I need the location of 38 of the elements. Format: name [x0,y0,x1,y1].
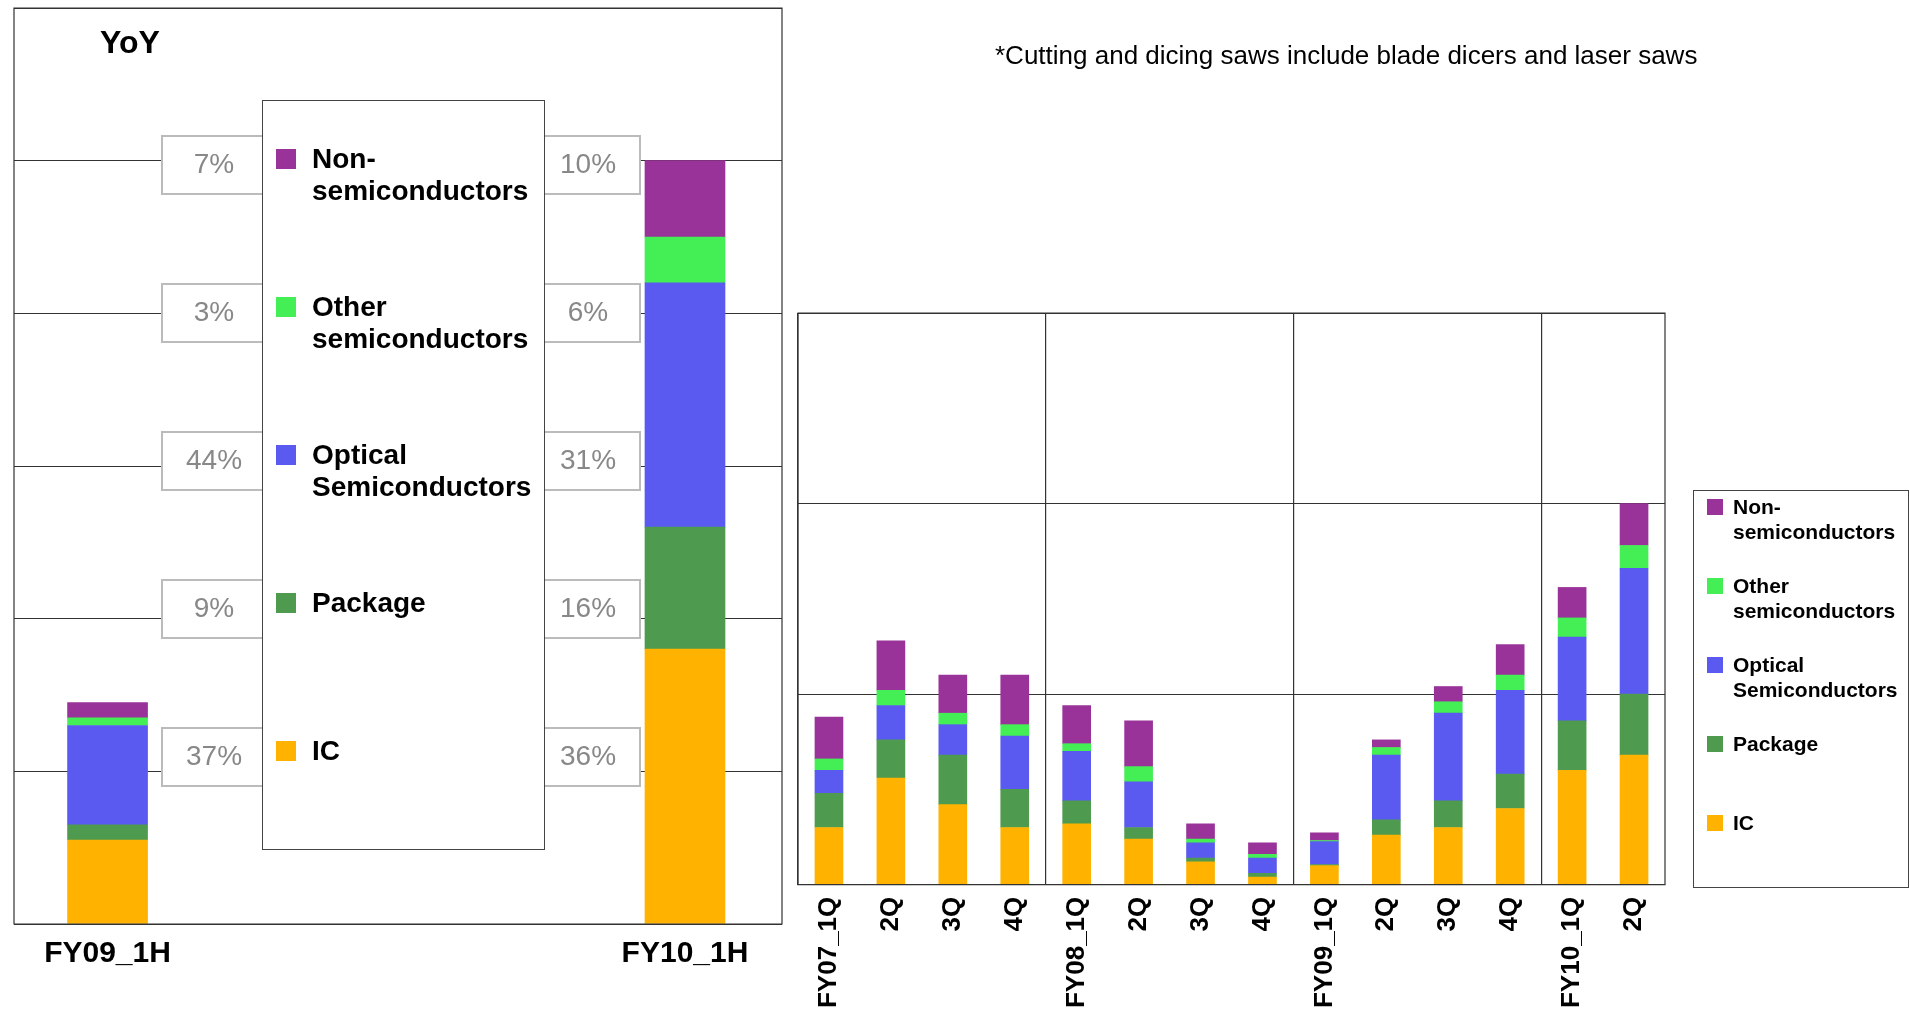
legend-label: Other semiconductors [1733,574,1897,623]
legend-label: Optical Semiconductors [1733,653,1899,702]
annotation: 36% [559,739,617,771]
x-tick-label: 2Q [874,896,905,932]
x-tick-label: 3Q [1431,896,1462,932]
annotation: 3% [193,295,235,327]
legend-label: Package [1733,732,1820,757]
x-tick-label: 3Q [935,896,966,932]
x-tick-label: FY09_1Q [1307,896,1338,1009]
legend-label: IC [1733,811,1755,836]
x-tick-label: FY10_1H [621,935,749,969]
annotation: 37% [185,739,243,771]
legend-label: Package [312,587,427,620]
legend-label: Non-semiconductors [312,143,530,208]
x-tick-label: 4Q [1493,896,1524,932]
annotation: 6% [567,295,609,327]
x-tick-label: FY08_1Q [1059,896,1090,1009]
x-tick-label: FY09_1H [44,935,171,969]
text: *Cutting and dicing saws include blade dicers and laser saws [995,40,1698,71]
legend-label: Optical Semiconductors [312,439,533,504]
x-tick-label: 4Q [1245,896,1276,932]
annotation: 16% [559,591,617,623]
x-tick-label: FY10_1Q [1555,896,1586,1009]
x-tick-label: 3Q [1183,896,1214,932]
annotation: 31% [559,443,617,475]
annotation: 10% [559,147,617,179]
annotation: 7% [193,147,235,179]
chart-title: YoY [100,23,160,60]
x-tick-label: FY07_1Q [812,896,843,1009]
annotation: 44% [185,443,243,475]
legend-label: Non-semiconductors [1733,495,1897,544]
annotation: 9% [193,591,235,623]
legend-label: Other semiconductors [312,291,530,356]
legend-label: IC [312,735,341,768]
x-tick-label: 4Q [997,896,1028,932]
x-tick-label: 2Q [1369,896,1400,932]
x-tick-label: 2Q [1121,896,1152,932]
x-tick-label: 2Q [1617,896,1648,932]
